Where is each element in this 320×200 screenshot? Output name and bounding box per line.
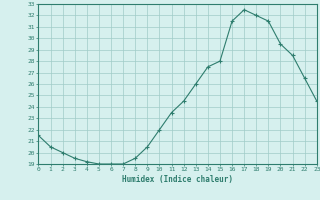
X-axis label: Humidex (Indice chaleur): Humidex (Indice chaleur): [122, 175, 233, 184]
